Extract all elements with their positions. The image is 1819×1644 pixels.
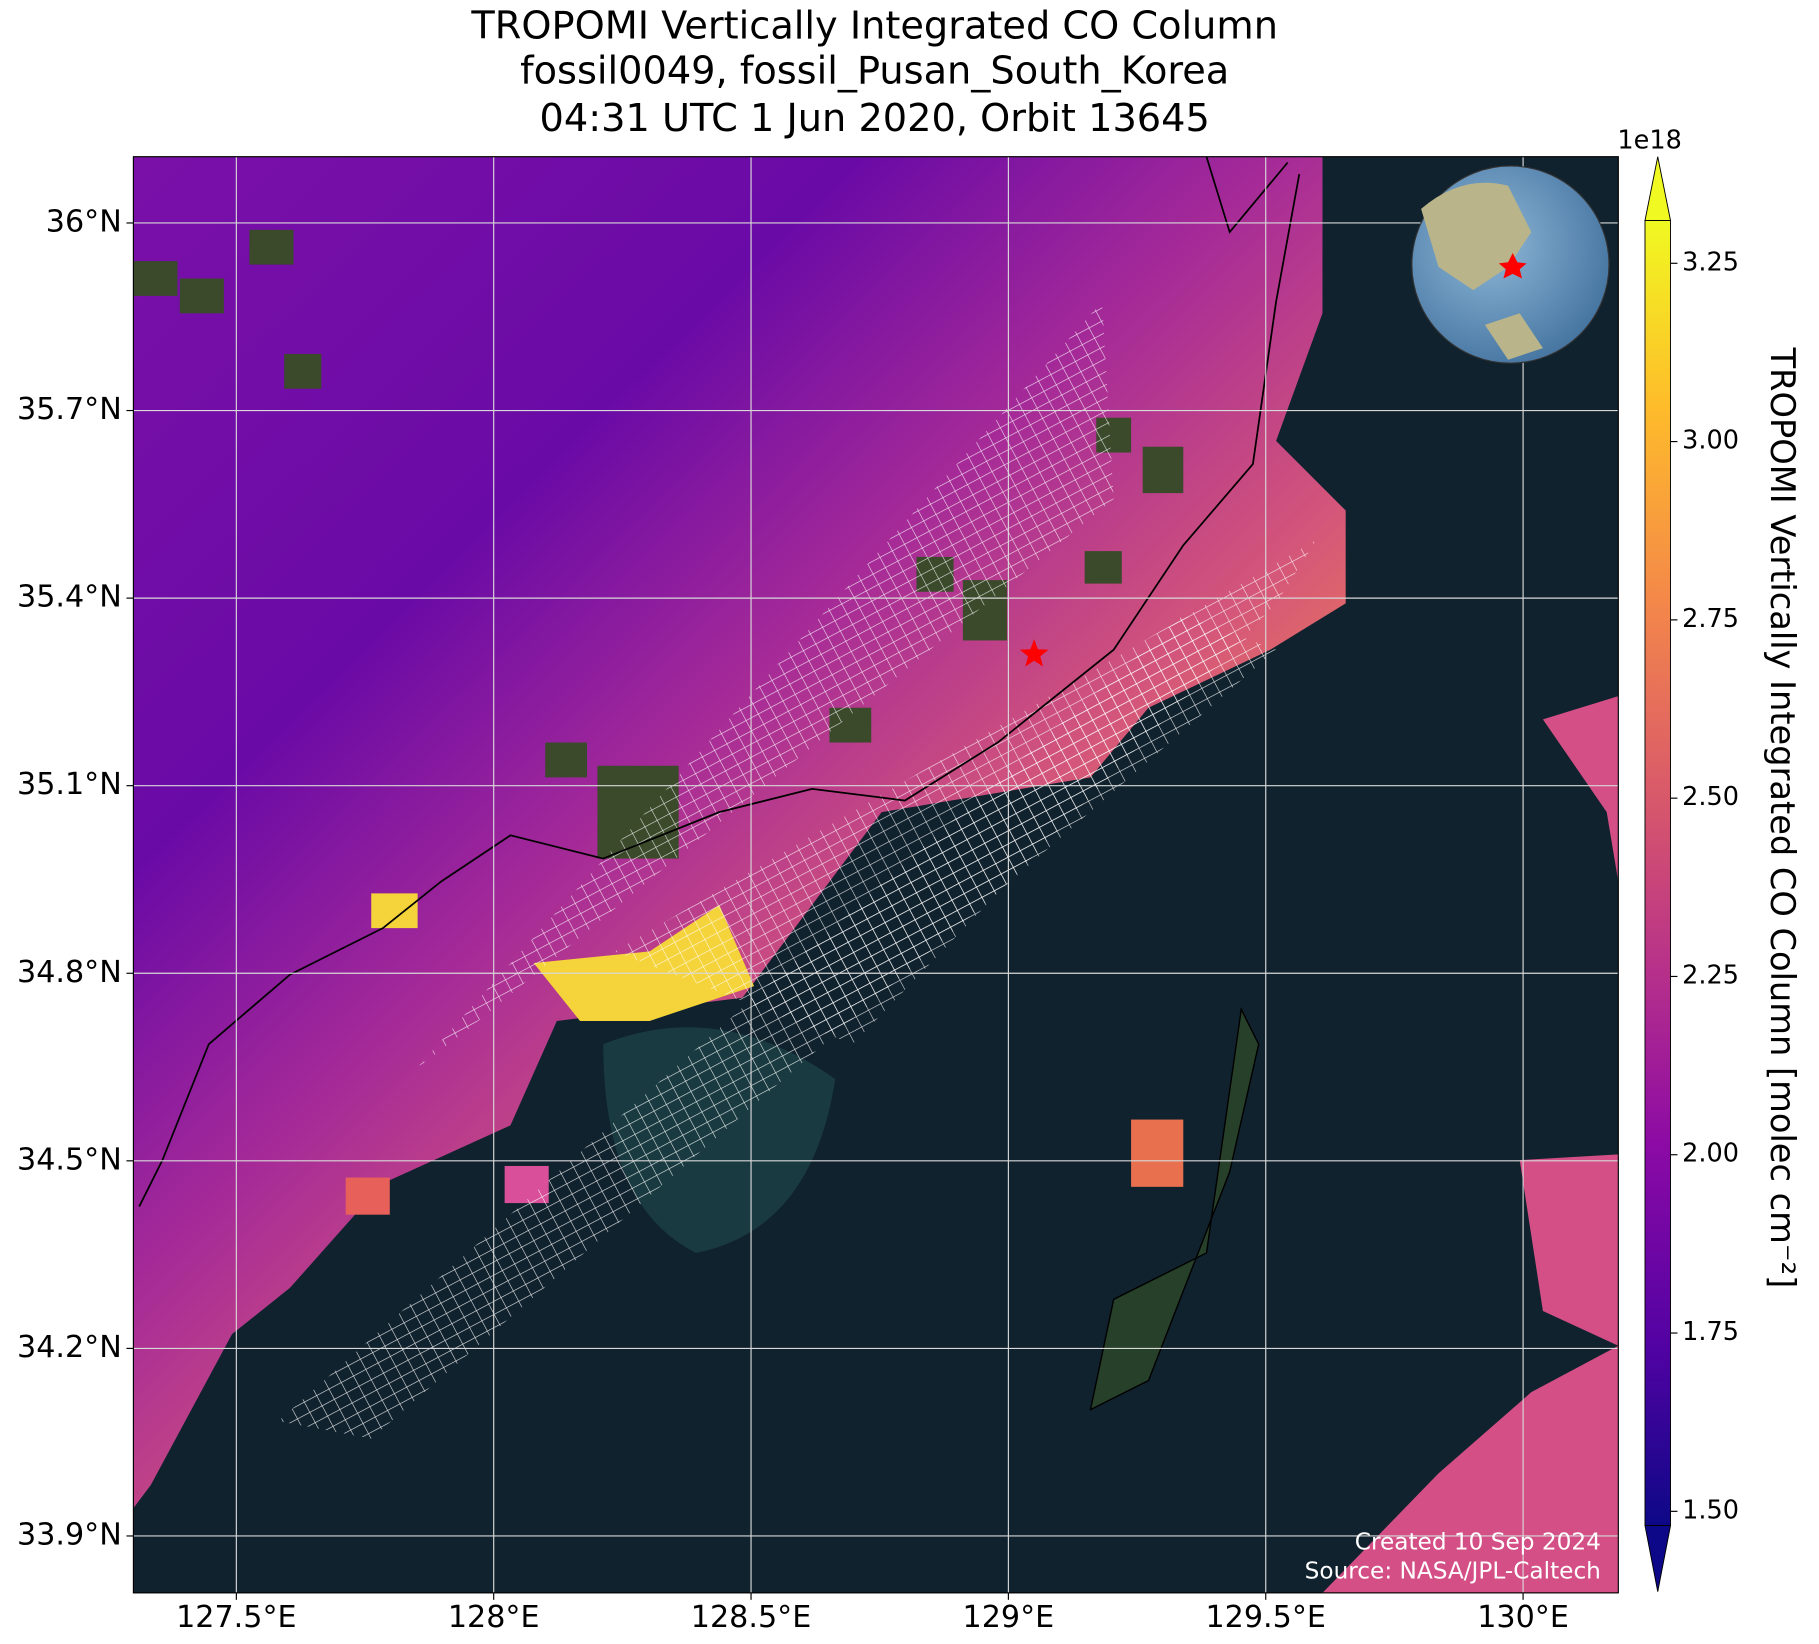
x-tick-label: 128.5°E xyxy=(691,1600,811,1635)
colorbar-tick-label: 1.50 xyxy=(1682,1495,1739,1525)
fossil-swath xyxy=(417,301,1317,1068)
colorbar-extend-max xyxy=(1644,156,1672,221)
y-tick-label: 34.5°N xyxy=(17,1142,122,1177)
x-tick-label: 129.5°E xyxy=(1206,1600,1326,1635)
colorbar-tick-label: 2.75 xyxy=(1682,604,1739,634)
x-tick-label: 130°E xyxy=(1477,1600,1569,1635)
subtitle: fossil0049, fossil_Pusan_South_Korea xyxy=(520,49,1229,94)
site-marker xyxy=(1019,639,1049,667)
colorbar-tick-label: 2.50 xyxy=(1682,782,1739,812)
colorbar-tick-label: 1.75 xyxy=(1682,1317,1739,1347)
globe-inset xyxy=(1411,165,1610,364)
x-tick-label: 127.5°E xyxy=(176,1600,296,1635)
y-tick-label: 33.9°N xyxy=(17,1517,122,1552)
y-tick-label: 34.2°N xyxy=(17,1330,122,1365)
colorbar-body xyxy=(1644,220,1671,1527)
globe-land xyxy=(1421,182,1543,360)
x-tick-label: 128°E xyxy=(448,1600,540,1635)
map: Created 10 Sep 2024 Source: NASA/JPL-Cal… xyxy=(133,156,1619,1593)
colorbar-label: TROPOMI Vertically Integrated CO Column … xyxy=(1763,347,1802,1289)
colorbar: 1e18 TROPOMI Vertically Integrated CO Co… xyxy=(1617,126,1802,1592)
island xyxy=(1090,1009,1259,1410)
co-pixel xyxy=(1131,1119,1184,1187)
colorbar-extend-min xyxy=(1644,1525,1672,1592)
island-coastline xyxy=(1089,1007,1260,1411)
colorbar-tick-label: 2.00 xyxy=(1682,1139,1739,1169)
coastline xyxy=(138,156,1301,1207)
y-tick-label: 34.8°N xyxy=(17,955,122,990)
y-tick-label: 35.4°N xyxy=(17,580,122,615)
y-tick-label: 35.1°N xyxy=(17,767,122,802)
gridlines xyxy=(133,156,1619,1593)
co-high xyxy=(371,893,755,1021)
co-pixel xyxy=(345,1177,390,1215)
x-tick-label: 129°E xyxy=(963,1600,1055,1635)
map-frame xyxy=(132,156,1619,1594)
y-tick-label: 35.7°N xyxy=(17,392,122,427)
colorbar-tick-label: 3.25 xyxy=(1682,247,1739,277)
colorbar-tick-label: 2.25 xyxy=(1682,960,1739,990)
credit: Created 10 Sep 2024 xyxy=(1355,1528,1601,1555)
subtitle: 04:31 UTC 1 Jun 2020, Orbit 13645 xyxy=(540,96,1210,141)
credit: Source: NASA/JPL-Caltech xyxy=(1305,1557,1601,1584)
colorbar-offset: 1e18 xyxy=(1617,126,1681,156)
y-tick-label: 36°N xyxy=(46,204,122,239)
globe-site xyxy=(1498,252,1527,279)
title: TROPOMI Vertically Integrated CO Column xyxy=(470,3,1278,48)
colorbar-tick-label: 3.00 xyxy=(1682,426,1739,456)
